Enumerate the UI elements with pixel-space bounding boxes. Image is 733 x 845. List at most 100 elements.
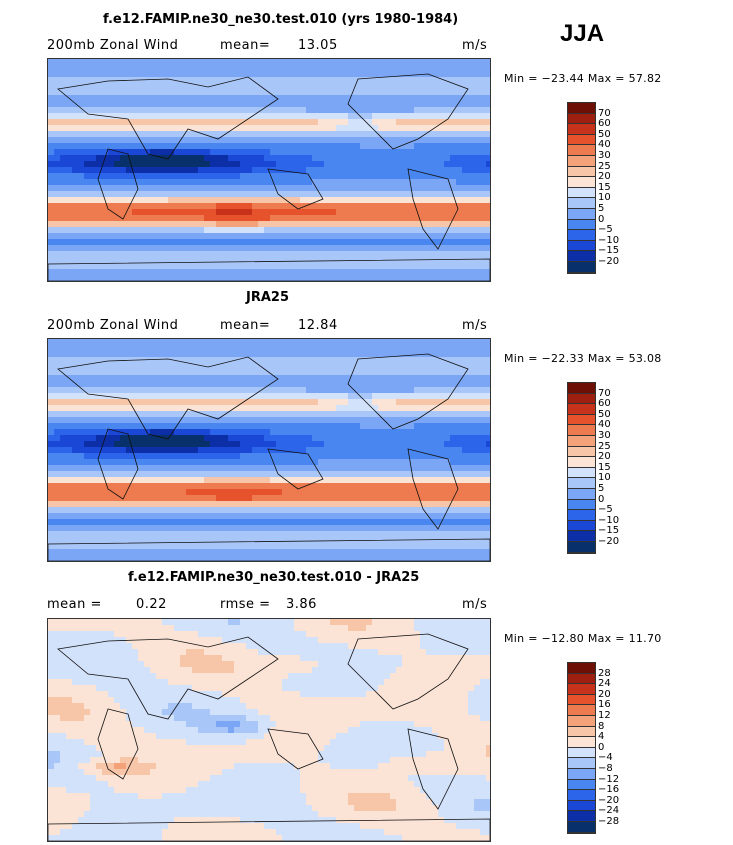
contour-cell xyxy=(336,173,343,180)
contour-cell xyxy=(72,137,79,144)
contour-cell xyxy=(252,477,259,484)
contour-cell xyxy=(222,399,229,406)
contour-cell xyxy=(204,453,211,460)
contour-cell xyxy=(258,417,265,424)
contour-cell xyxy=(96,239,103,246)
contour-cell xyxy=(102,459,109,466)
contour-cell xyxy=(438,339,445,346)
contour-cell xyxy=(306,197,313,204)
contour-cell xyxy=(372,125,379,132)
contour-cell xyxy=(378,363,385,370)
contour-cell xyxy=(330,263,337,270)
contour-cell xyxy=(282,417,289,424)
contour-cell xyxy=(342,423,349,430)
contour-cell xyxy=(216,173,223,180)
contour-cell xyxy=(234,167,241,174)
contour-cell xyxy=(420,275,427,281)
contour-cell xyxy=(90,441,97,448)
contour-cell xyxy=(444,191,451,198)
contour-cell xyxy=(162,161,169,168)
contour-cell xyxy=(372,399,379,406)
contour-cell xyxy=(432,137,439,144)
contour-cell xyxy=(390,363,397,370)
contour-cell xyxy=(414,351,421,358)
contour-cell xyxy=(420,227,427,234)
contour-cell xyxy=(78,381,85,388)
contour-cell xyxy=(294,209,301,216)
contour-cell xyxy=(132,351,139,358)
contour-cell xyxy=(114,173,121,180)
contour-cell xyxy=(420,459,427,466)
contour-cell xyxy=(354,227,361,234)
contour-cell xyxy=(384,101,391,108)
contour-cell xyxy=(462,239,469,246)
contour-cell xyxy=(156,143,163,150)
contour-cell xyxy=(54,477,61,484)
contour-cell xyxy=(78,375,85,382)
contour-cell xyxy=(378,149,385,156)
contour-cell xyxy=(354,495,361,502)
contour-cell xyxy=(84,471,91,478)
contour-cell xyxy=(306,495,313,502)
contour-cell xyxy=(366,179,373,186)
contour-cell xyxy=(486,107,490,114)
contour-cell xyxy=(144,107,151,114)
contour-cell xyxy=(378,179,385,186)
contour-cell xyxy=(108,399,115,406)
contour-cell xyxy=(474,417,481,424)
contour-cell xyxy=(264,227,271,234)
contour-cell xyxy=(468,137,475,144)
contour-cell xyxy=(198,489,205,496)
contour-cell xyxy=(390,339,397,346)
contour-cell xyxy=(366,339,373,346)
contour-cell xyxy=(120,513,127,520)
contour-cell xyxy=(48,387,55,394)
contour-cell xyxy=(54,197,61,204)
contour-cell xyxy=(378,513,385,520)
contour-cell xyxy=(126,239,133,246)
contour-cell xyxy=(342,269,349,276)
contour-cell xyxy=(450,345,457,352)
contour-cell xyxy=(438,125,445,132)
contour-cell xyxy=(276,245,283,252)
contour-cell xyxy=(228,399,235,406)
contour-cell xyxy=(336,339,343,346)
contour-cell xyxy=(84,513,91,520)
contour-cell xyxy=(306,369,313,376)
contour-cell xyxy=(366,269,373,276)
contour-cell xyxy=(246,185,253,192)
contour-cell xyxy=(138,245,145,252)
contour-cell xyxy=(222,369,229,376)
contour-cell xyxy=(90,507,97,514)
contour-cell xyxy=(282,191,289,198)
contour-cell xyxy=(414,65,421,72)
contour-cell xyxy=(264,483,271,490)
contour-cell xyxy=(414,197,421,204)
contour-cell xyxy=(114,441,121,448)
contour-cell xyxy=(390,435,397,442)
contour-cell xyxy=(120,507,127,514)
contour-cell xyxy=(102,227,109,234)
contour-cell xyxy=(204,375,211,382)
contour-cell xyxy=(426,257,433,264)
contour-cell xyxy=(414,227,421,234)
contour-cell xyxy=(192,275,199,281)
contour-cell xyxy=(450,387,457,394)
contour-cell xyxy=(228,387,235,394)
contour-cell xyxy=(486,351,490,358)
contour-cell xyxy=(186,197,193,204)
contour-cell xyxy=(402,215,409,222)
contour-cell xyxy=(138,101,145,108)
contour-cell xyxy=(456,59,463,66)
contour-cell xyxy=(372,501,379,508)
contour-cell xyxy=(372,131,379,138)
contour-cell xyxy=(438,161,445,168)
contour-cell xyxy=(84,405,91,412)
contour-cell xyxy=(204,489,211,496)
contour-cell xyxy=(180,113,187,120)
contour-cell xyxy=(174,423,181,430)
contour-cell xyxy=(456,369,463,376)
contour-cell xyxy=(288,197,295,204)
contour-cell xyxy=(456,441,463,448)
contour-cell xyxy=(180,77,187,84)
